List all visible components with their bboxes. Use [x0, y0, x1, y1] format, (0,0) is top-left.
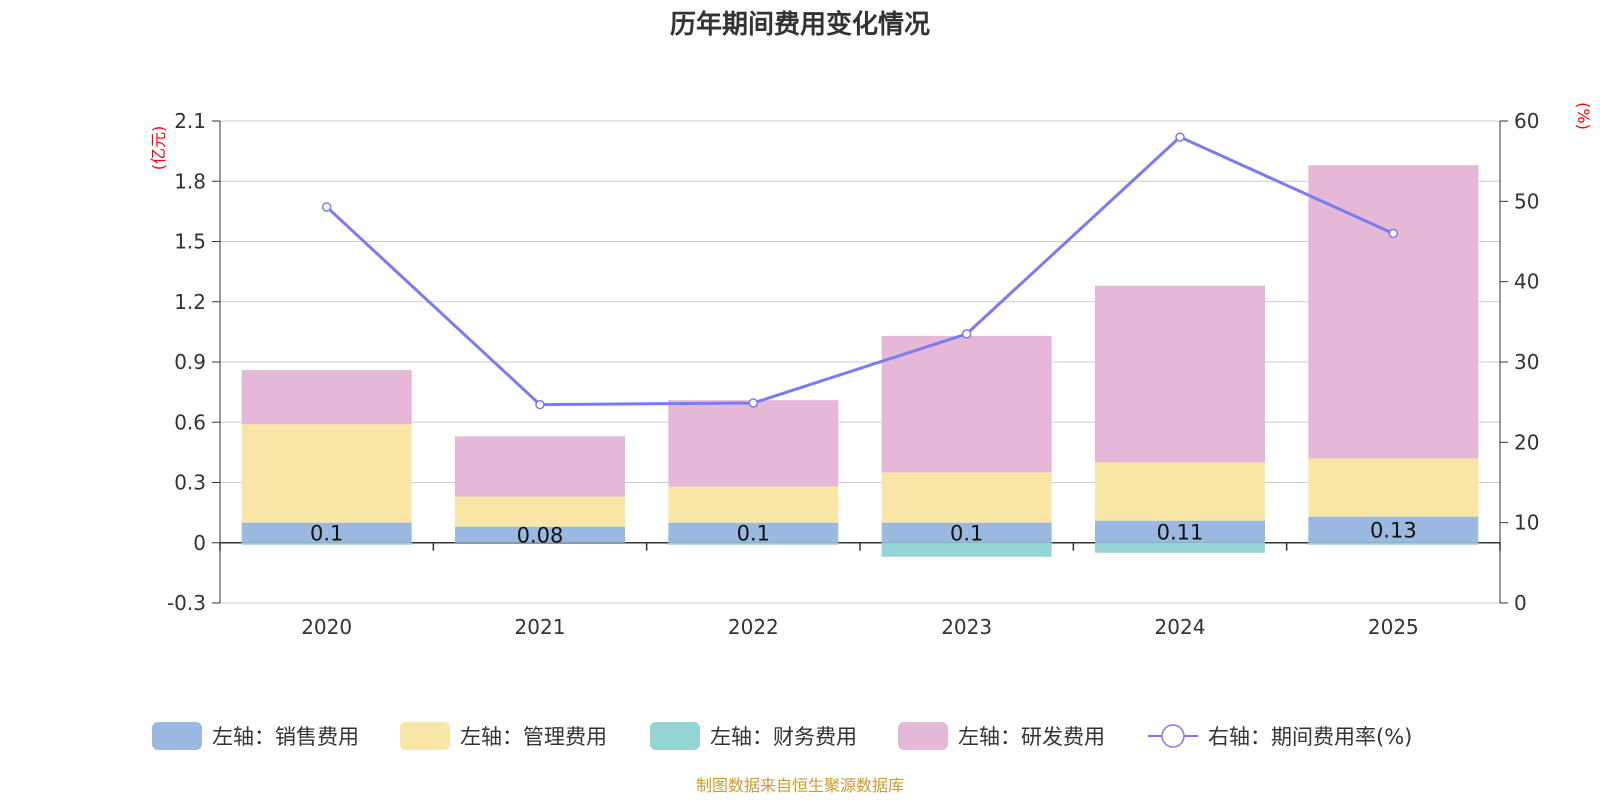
chart-title: 历年期间费用变化情况 [670, 9, 930, 40]
bar-segment[interactable] [1308, 165, 1479, 459]
bar-segment[interactable] [881, 522, 1052, 543]
left-tick-label: 0.9 [174, 350, 206, 374]
rate-point[interactable] [321, 202, 332, 212]
category-label: 2024 [1155, 615, 1206, 639]
bar-segment[interactable] [668, 400, 839, 487]
data-label: 0.1 [310, 522, 343, 546]
bar-segment[interactable] [241, 424, 412, 523]
rate-point[interactable] [748, 398, 759, 408]
legend[interactable]: 左轴：销售费用 左轴：管理费用 左轴：财务费用 左轴：研发费用 右轴：期间费用率(%) [152, 722, 1412, 750]
bar-segment[interactable] [1308, 542, 1479, 545]
left-tick-label: 1.8 [174, 169, 206, 193]
rate-point[interactable] [535, 399, 545, 410]
left-tick-label: -0.3 [167, 591, 206, 615]
legend-label: 左轴：研发费用 [958, 725, 1105, 749]
category-label: 2021 [515, 615, 566, 639]
category-label: 2022 [728, 615, 779, 639]
legend-circle-swatch [1161, 724, 1185, 748]
bar-segment[interactable] [1308, 458, 1479, 517]
axes: -0.3 0 0.3 0.6 0.9 1.2 1.5 1.8 2.1 0 10 20 30 40 50 60 (… [149, 102, 1593, 639]
data-label: 0.11 [1157, 521, 1204, 545]
source-note: 制图数据来自恒生聚源数据库 [696, 776, 904, 795]
data-label: 0.1 [950, 522, 983, 546]
bar-segment[interactable] [881, 335, 1052, 473]
legend-swatch [152, 722, 202, 750]
legend-label: 左轴：销售费用 [212, 725, 359, 749]
left-tick-label: 0.6 [174, 410, 206, 434]
rate-point[interactable] [961, 329, 972, 339]
bar-segment[interactable] [241, 522, 412, 543]
left-tick-label: 0 [193, 531, 206, 555]
right-tick-label: 20 [1514, 430, 1539, 454]
bar-segment[interactable] [455, 496, 625, 527]
data-label: 0.1 [737, 522, 770, 546]
category-label: 2020 [301, 615, 352, 639]
legend-item[interactable]: 左轴：销售费用 [152, 722, 359, 750]
right-tick-label: 50 [1514, 189, 1539, 213]
right-tick-label: 0 [1514, 591, 1527, 615]
legend-label: 右轴：期间费用率(%) [1208, 725, 1412, 749]
legend-label: 左轴：管理费用 [460, 725, 607, 749]
right-tick-label: 40 [1514, 270, 1539, 294]
legend-swatch [650, 722, 700, 750]
right-axis-unit: (%) [1574, 102, 1593, 130]
rate-line-path [325, 135, 1394, 407]
rate-line [321, 132, 1399, 410]
left-tick-label: 1.5 [174, 230, 206, 254]
bar-segment[interactable] [1095, 285, 1265, 463]
bar-segment[interactable] [668, 522, 839, 543]
bar-segment[interactable] [241, 542, 412, 545]
right-tick-label: 60 [1514, 109, 1539, 133]
bar-segment[interactable] [668, 486, 839, 523]
legend-item[interactable]: 左轴：财务费用 [650, 722, 857, 750]
legend-swatch [400, 722, 450, 750]
data-label: 0.08 [517, 524, 564, 548]
bar-segment[interactable] [1095, 462, 1265, 521]
legend-item[interactable]: 右轴：期间费用率(%) [1148, 724, 1412, 749]
bar-segment[interactable] [455, 526, 625, 543]
left-tick-label: 0.3 [174, 471, 206, 495]
legend-item[interactable]: 左轴：管理费用 [400, 722, 607, 750]
bar-segment[interactable] [455, 436, 625, 497]
bar-segment[interactable] [668, 542, 839, 545]
left-axis-unit: (亿元) [149, 126, 168, 171]
bar-segment[interactable] [1308, 516, 1479, 543]
rate-point[interactable] [1175, 132, 1185, 142]
value-labels: 0.1 0.08 0.1 0.1 0.11 0.13 [310, 519, 1417, 548]
bar-segment[interactable] [1095, 542, 1265, 553]
bar-segment[interactable] [241, 370, 412, 425]
right-tick-label: 30 [1514, 350, 1539, 374]
bar-segment[interactable] [881, 472, 1052, 523]
legend-label: 左轴：财务费用 [710, 725, 857, 749]
left-tick-label: 2.1 [174, 109, 206, 133]
legend-item[interactable]: 左轴：研发费用 [898, 722, 1105, 750]
category-label: 2025 [1368, 615, 1419, 639]
legend-swatch [898, 722, 948, 750]
left-tick-label: 1.2 [174, 290, 206, 314]
right-tick-label: 10 [1514, 511, 1539, 535]
data-label: 0.13 [1370, 519, 1417, 543]
bars [241, 165, 1479, 557]
bar-segment[interactable] [881, 542, 1052, 557]
rate-point[interactable] [1388, 228, 1399, 239]
category-label: 2023 [941, 615, 992, 639]
bar-segment[interactable] [1095, 520, 1265, 543]
